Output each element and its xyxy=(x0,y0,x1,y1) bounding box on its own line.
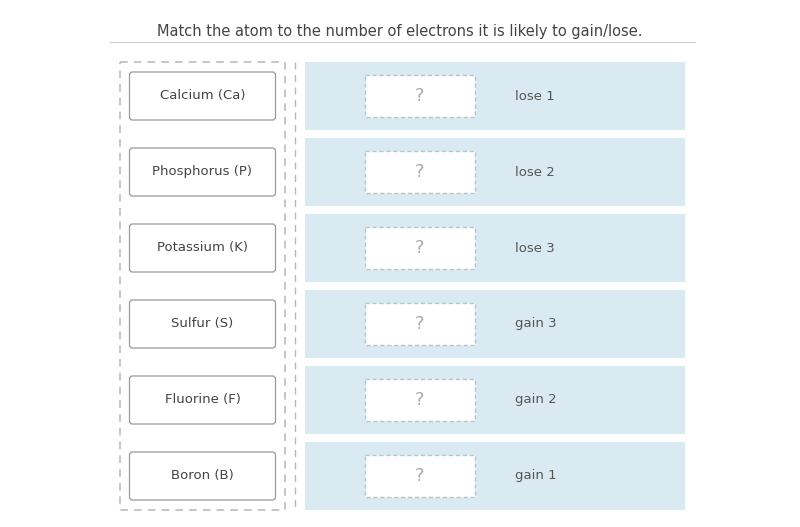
Text: gain 3: gain 3 xyxy=(515,317,557,330)
Text: Sulfur (S): Sulfur (S) xyxy=(171,317,234,330)
Bar xyxy=(305,138,685,206)
Text: ?: ? xyxy=(415,87,425,105)
Polygon shape xyxy=(365,303,475,345)
Bar xyxy=(305,442,685,510)
Polygon shape xyxy=(365,151,475,193)
Text: lose 3: lose 3 xyxy=(515,241,554,255)
Bar xyxy=(305,62,685,130)
Text: gain 2: gain 2 xyxy=(515,394,557,406)
Text: Boron (B): Boron (B) xyxy=(171,470,234,483)
Text: ?: ? xyxy=(415,391,425,409)
Text: ?: ? xyxy=(415,315,425,333)
Text: ?: ? xyxy=(415,467,425,485)
FancyBboxPatch shape xyxy=(130,376,275,424)
Polygon shape xyxy=(365,75,475,117)
Text: Fluorine (F): Fluorine (F) xyxy=(165,394,241,406)
Text: Match the atom to the number of electrons it is likely to gain/lose.: Match the atom to the number of electron… xyxy=(158,24,642,39)
Text: Potassium (K): Potassium (K) xyxy=(157,241,248,255)
Text: gain 1: gain 1 xyxy=(515,470,557,483)
Polygon shape xyxy=(365,227,475,269)
Polygon shape xyxy=(365,455,475,497)
Text: Calcium (Ca): Calcium (Ca) xyxy=(160,90,246,102)
Text: ?: ? xyxy=(415,163,425,181)
FancyBboxPatch shape xyxy=(130,224,275,272)
Bar xyxy=(305,290,685,358)
Bar xyxy=(305,214,685,282)
FancyBboxPatch shape xyxy=(130,300,275,348)
Text: ?: ? xyxy=(415,239,425,257)
Polygon shape xyxy=(365,379,475,421)
Text: Phosphorus (P): Phosphorus (P) xyxy=(153,165,253,179)
Text: lose 2: lose 2 xyxy=(515,165,554,179)
FancyBboxPatch shape xyxy=(130,452,275,500)
Text: lose 1: lose 1 xyxy=(515,90,554,102)
Bar xyxy=(305,366,685,434)
FancyBboxPatch shape xyxy=(130,72,275,120)
FancyBboxPatch shape xyxy=(130,148,275,196)
